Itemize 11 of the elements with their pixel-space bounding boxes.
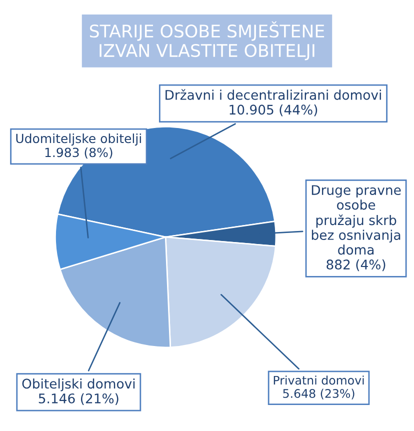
slice-label: Druge pravne osobe pružaju skrb bez osnivanja doma — [312, 185, 401, 255]
data-label: 882 (4%) — [326, 259, 386, 272]
slice-label: Državni i decentralizirani domovi — [166, 89, 381, 100]
data-label: 5.648 (23%) — [283, 388, 354, 400]
slice-label: Udomiteljske obitelji — [16, 133, 141, 146]
slice-label: Privatni domovi — [274, 376, 364, 385]
data-label: 5.146 (21%) — [38, 393, 118, 405]
slice-label: Obiteljski domovi — [22, 378, 135, 392]
chart-title: STARIJE OSOBE SMJEŠTENE IZVAN VLASTITE OBITELJI — [90, 21, 324, 60]
data-label: 1.983 (8%) — [45, 148, 112, 159]
data-label: 10.905 (44%) — [230, 104, 318, 116]
